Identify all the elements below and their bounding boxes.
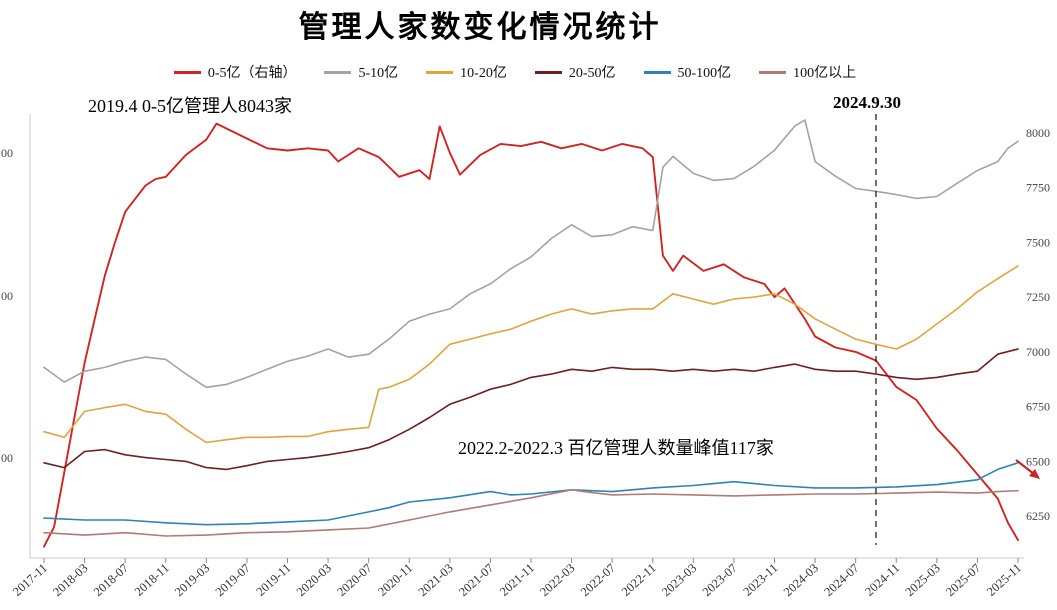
legend-line-5-10yi-icon [324, 70, 352, 74]
x-tick-label: 2025-11 [984, 561, 1024, 599]
x-tick-label: 2024-07 [821, 561, 861, 599]
right-axis-tick-label: 6750 [1026, 400, 1050, 414]
series-line-50-100 [43, 461, 1019, 526]
legend-label-5-10yi: 5-10亿 [358, 66, 399, 81]
legend-line-100yi-plus-icon [759, 70, 787, 74]
legend-item-0-5yi: 0-5亿（右轴） [173, 62, 297, 82]
left-axis-tick-label-cropped: 00 [1, 146, 13, 160]
x-tick-label: 2024-11 [862, 561, 902, 599]
legend-item-50-100yi: 50-100亿 [643, 62, 732, 82]
x-tick-label: 2021-11 [497, 561, 537, 599]
legend-label-0-5yi: 0-5亿（右轴） [207, 66, 297, 81]
legend-item-20-50yi: 20-50亿 [534, 62, 616, 82]
right-axis-tick-label: 6500 [1026, 454, 1050, 468]
x-tick-label: 2020-11 [375, 561, 415, 599]
legend-label-100yi-plus: 100亿以上 [793, 66, 857, 81]
legend-label-20-50yi: 20-50亿 [568, 66, 616, 81]
right-axis-tick-label: 7500 [1026, 235, 1050, 249]
legend-line-10-20yi-icon [426, 70, 454, 74]
series-line-100plus [43, 488, 1019, 537]
legend-line-0-5yi-icon [173, 70, 201, 74]
chart-title: 管理人家数变化情况统计 [298, 11, 662, 44]
legend-line-50-100yi-icon [643, 70, 671, 74]
x-tick-label: 2023-11 [741, 561, 781, 599]
x-tick-label: 2023-03 [659, 561, 699, 599]
right-axis-tick-label: 7750 [1026, 181, 1050, 195]
right-axis-tick-label: 7000 [1026, 345, 1050, 359]
x-tick-label: 2019-11 [254, 561, 294, 599]
annotation-2024-date: 2024.9.30 [833, 93, 901, 112]
legend-item-10-20yi: 10-20亿 [426, 62, 507, 82]
legend-item-5-10yi: 5-10亿 [324, 62, 398, 82]
legend-line-20-50yi-icon [534, 70, 562, 74]
x-tick-label: 2017-11 [10, 561, 50, 599]
x-tick-label: 2018-07 [91, 561, 131, 599]
legend: 0-5亿（右轴） 5-10亿 10-20亿 20-50亿 50-100亿 100… [0, 62, 1030, 82]
x-tick-label: 2018-03 [50, 561, 90, 599]
legend-label-50-100yi: 50-100亿 [677, 66, 732, 81]
legend-item-100yi-plus: 100亿以上 [759, 62, 856, 82]
x-tick-label: 2019-03 [172, 561, 212, 599]
annotation-billion-peak: 2022.2-2022.3 百亿管理人数量峰值117家 [458, 438, 774, 458]
right-axis-tick-label: 7250 [1026, 290, 1050, 304]
x-tick-label: 2020-07 [334, 561, 374, 599]
x-tick-label: 2025-03 [903, 561, 943, 599]
down-right-arrow-icon [1015, 459, 1035, 475]
x-tick-label: 2022-03 [537, 561, 577, 599]
x-tick-label: 2024-03 [781, 561, 821, 599]
right-axis-tick-label: 8000 [1026, 126, 1050, 140]
left-axis-tick-label-cropped: 00 [1, 451, 13, 465]
legend-label-10-20yi: 10-20亿 [460, 66, 507, 81]
series-line-10-20 [43, 265, 1019, 444]
x-tick-label: 2019-07 [213, 561, 253, 599]
down-right-arrow-head-icon [1029, 469, 1040, 479]
annotation-2019-peak: 2019.4 0-5亿管理人8043家 [88, 96, 292, 116]
left-axis-tick-label-cropped: 00 [1, 289, 13, 303]
x-tick-label: 2021-07 [456, 561, 496, 599]
series-line-0-5 [43, 122, 1019, 548]
series-line-20-50 [43, 348, 1019, 471]
x-tick-label: 2023-07 [700, 561, 740, 599]
x-tick-label: 2022-11 [619, 561, 659, 599]
series-line-5-10 [43, 119, 1019, 389]
x-tick-label: 2025-07 [943, 561, 983, 599]
x-tick-label: 2022-07 [578, 561, 618, 599]
x-tick-label: 2018-11 [132, 561, 172, 599]
x-tick-label: 2020-03 [294, 561, 334, 599]
right-axis-tick-label: 6250 [1026, 509, 1050, 523]
x-tick-label: 2021-03 [416, 561, 456, 599]
